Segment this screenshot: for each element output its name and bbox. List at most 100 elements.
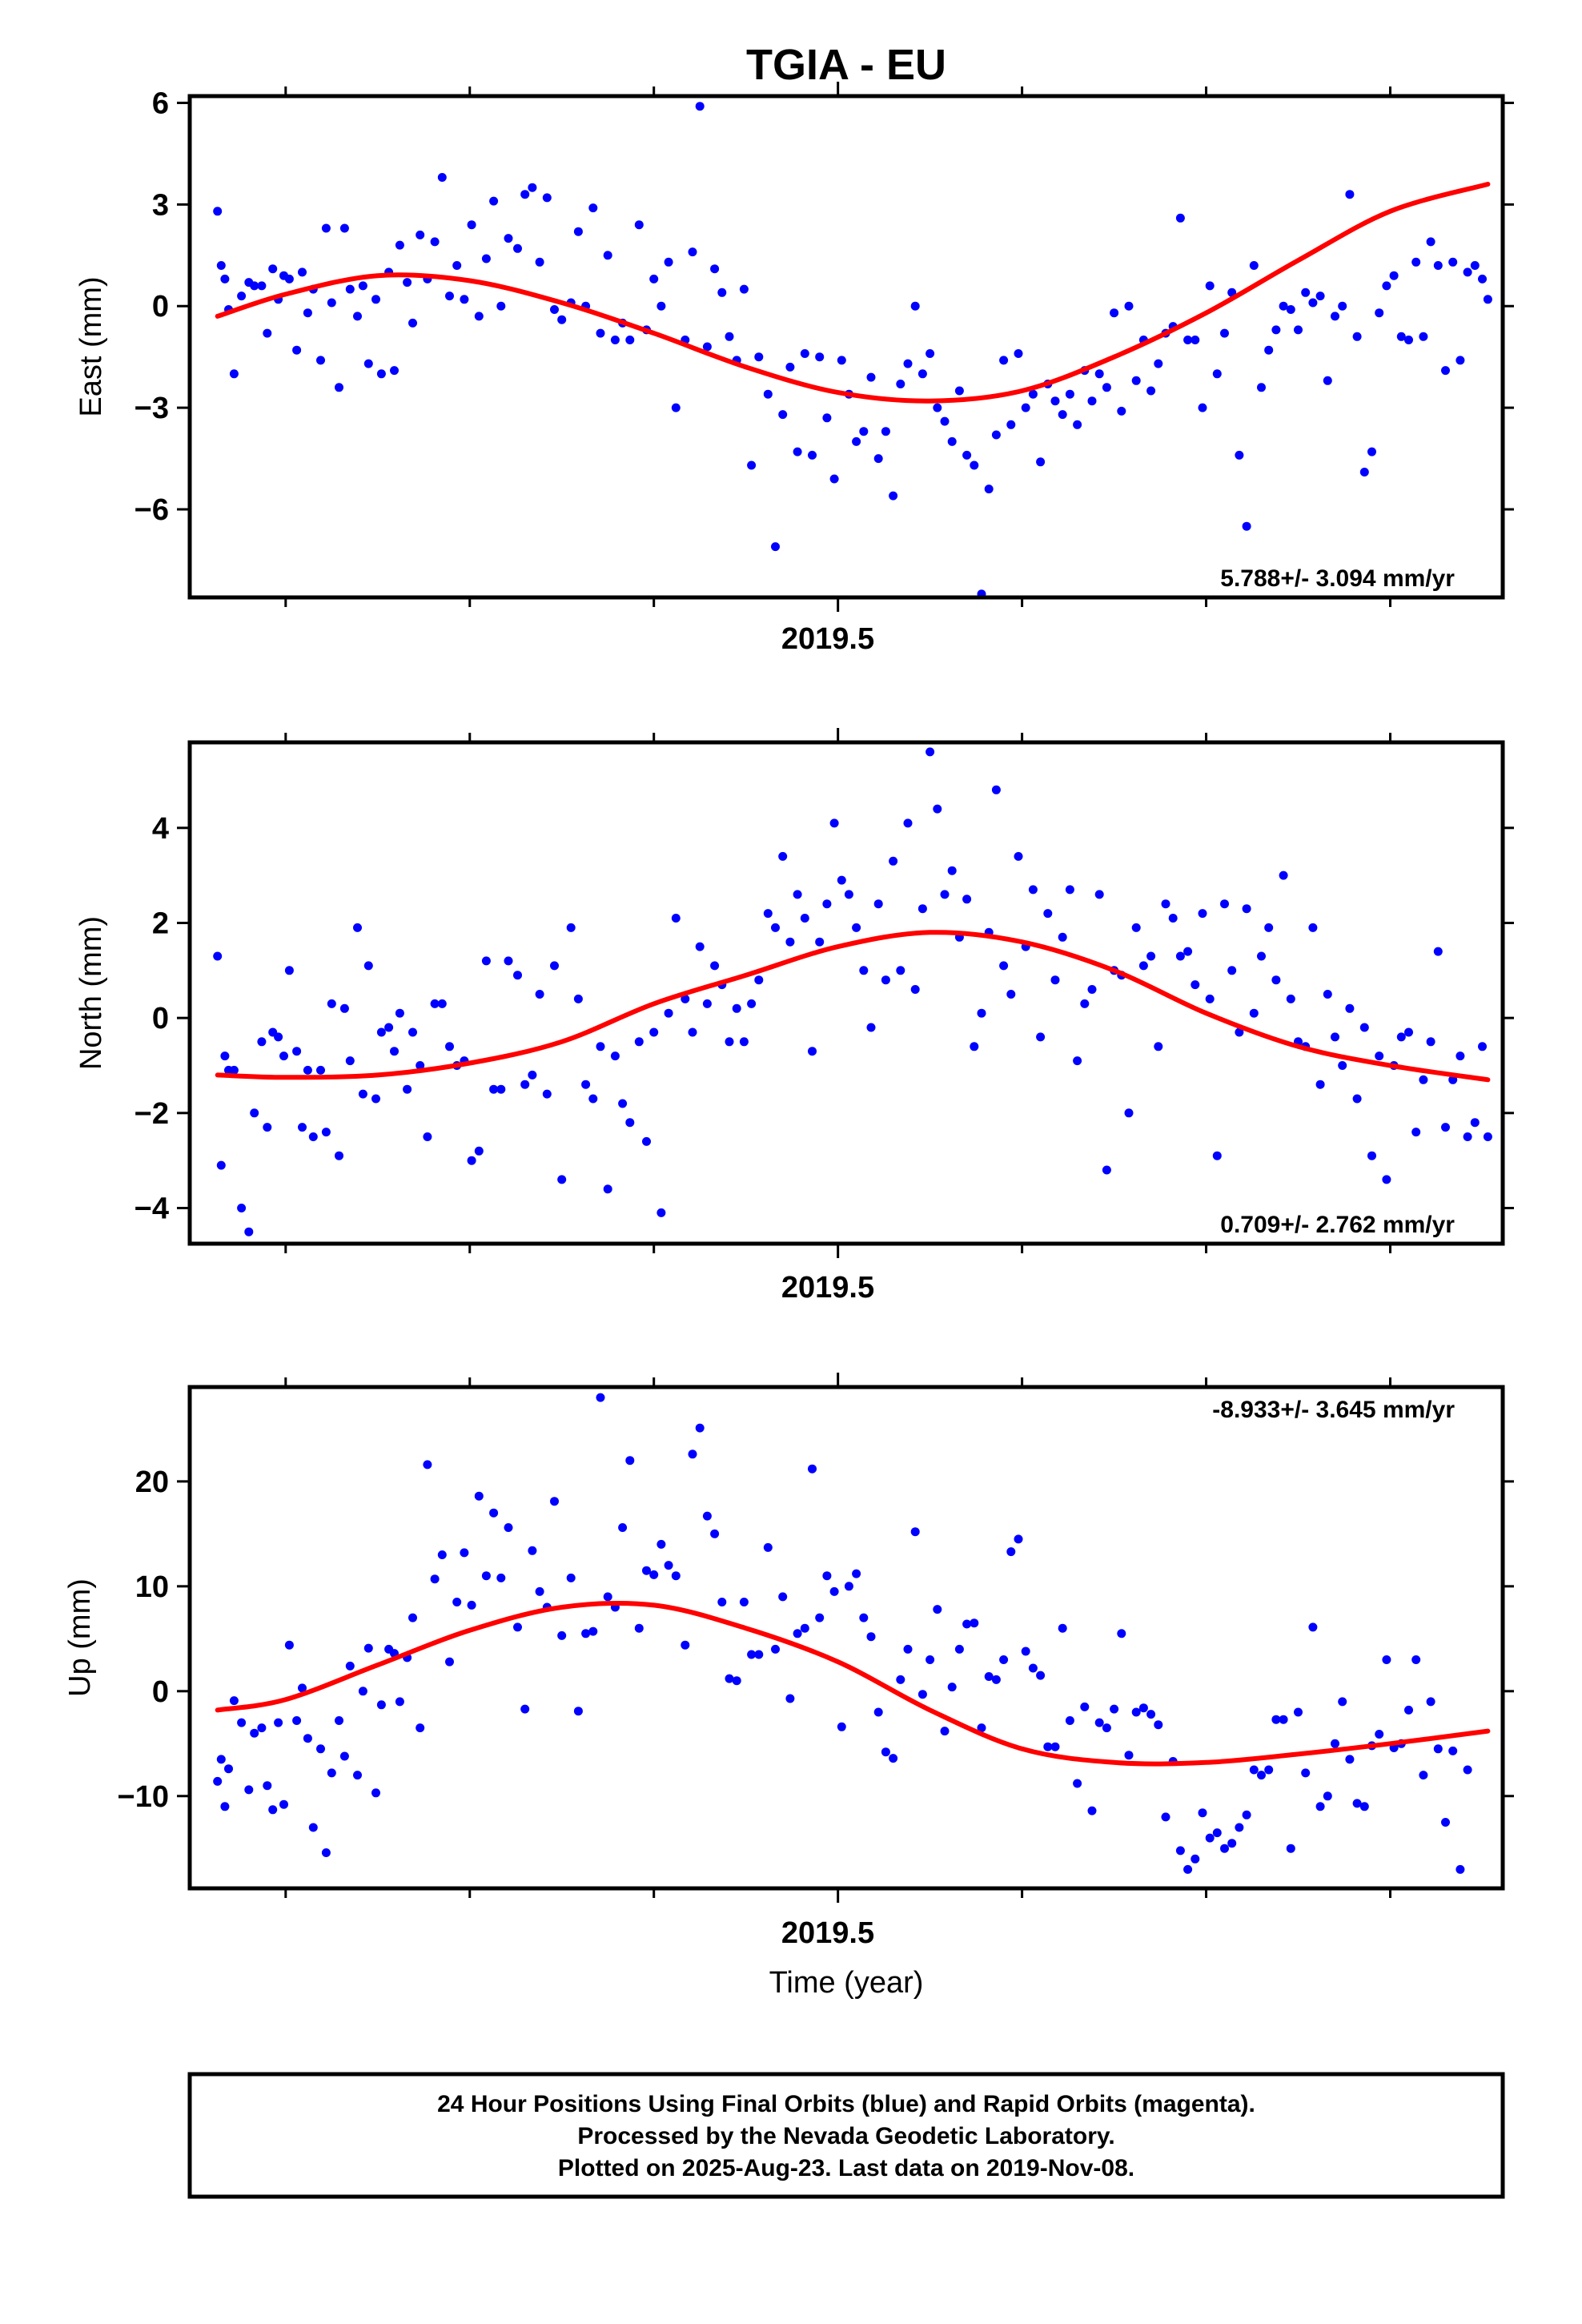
north-data-point xyxy=(625,1118,635,1128)
up-data-point xyxy=(274,1718,283,1727)
east-data-point xyxy=(263,328,272,338)
north-data-point xyxy=(513,971,522,980)
east-data-point xyxy=(542,193,552,203)
north-data-point xyxy=(263,1123,272,1132)
north-axes: 4 2 0 −2 −4 xyxy=(135,728,1514,1258)
east-data-point xyxy=(999,356,1009,365)
up-data-point xyxy=(771,1644,780,1654)
north-data-point xyxy=(618,1099,628,1108)
footer-line-2: Processed by the Nevada Geodetic Laborat… xyxy=(577,2123,1114,2149)
up-data-point xyxy=(634,1623,644,1633)
north-model-curve xyxy=(215,930,1491,1083)
up-data-point xyxy=(1212,1828,1222,1838)
north-data-point xyxy=(437,999,447,1008)
up-data-point xyxy=(1271,1715,1281,1724)
up-data-point xyxy=(244,1785,254,1795)
up-data-point xyxy=(889,1754,898,1763)
east-data-point xyxy=(345,284,355,294)
north-data-point xyxy=(1154,1042,1163,1051)
footer-line-1: 24 Hour Positions Using Final Orbits (bl… xyxy=(437,2091,1255,2117)
east-data-point xyxy=(229,369,239,379)
east-data-point xyxy=(1036,457,1046,467)
east-data-point xyxy=(573,227,583,236)
east-frame xyxy=(187,94,1505,600)
east-data-point xyxy=(970,460,979,470)
north-data-point xyxy=(977,1008,986,1018)
north-data-point xyxy=(1058,932,1067,942)
east-data-point xyxy=(702,342,712,352)
up-data-point xyxy=(335,1716,343,1725)
up-data-point xyxy=(430,1574,440,1584)
north-data-point xyxy=(1345,1003,1355,1013)
north-data-point xyxy=(688,1027,697,1037)
north-ytick-label: −4 xyxy=(135,1192,169,1225)
east-data-point xyxy=(321,223,331,233)
up-data-point xyxy=(1117,1629,1126,1638)
north-data-point xyxy=(873,899,883,909)
up-data-point xyxy=(1102,1723,1111,1733)
east-data-point xyxy=(437,173,447,182)
north-data-point xyxy=(274,1032,283,1042)
north-data-point xyxy=(747,999,757,1008)
north-ytick-label: 4 xyxy=(152,812,169,846)
north-data-point xyxy=(345,1056,355,1066)
north-data-point xyxy=(1168,914,1178,923)
north-panel: 4 2 0 −2 −4 North (mm) 2019.5 0.709+/- 2.762… xyxy=(74,728,1514,1305)
north-data-point xyxy=(588,1094,598,1104)
up-data-point xyxy=(1021,1647,1030,1656)
up-data-point xyxy=(339,1751,349,1761)
east-data-point xyxy=(298,267,307,277)
east-data-point xyxy=(237,292,247,301)
north-data-point xyxy=(371,1094,380,1104)
up-data-point xyxy=(437,1550,447,1559)
up-data-point xyxy=(618,1523,628,1532)
east-data-point xyxy=(1154,359,1163,368)
east-data-point xyxy=(717,287,727,297)
up-data-point xyxy=(1073,1779,1082,1788)
north-ylabel: North (mm) xyxy=(74,916,108,1070)
up-data-point xyxy=(625,1456,635,1466)
north-data-point xyxy=(947,866,957,875)
up-data-point xyxy=(292,1716,302,1725)
east-data-point xyxy=(725,332,734,341)
up-data-point xyxy=(1154,1720,1163,1730)
east-data-point xyxy=(1205,281,1215,291)
footer-box: 24 Hour Positions Using Final Orbits (bl… xyxy=(187,2072,1505,2199)
east-data-point xyxy=(504,234,513,243)
up-data-point xyxy=(1249,1765,1259,1775)
north-data-point xyxy=(384,1023,394,1032)
east-data-point xyxy=(1478,274,1487,283)
up-data-point xyxy=(1257,1771,1266,1780)
east-data-point xyxy=(452,261,462,270)
north-data-point xyxy=(999,961,1009,971)
up-data-point xyxy=(1043,1742,1053,1751)
up-data-point xyxy=(358,1687,367,1696)
up-data-point xyxy=(345,1661,355,1671)
north-data-point xyxy=(785,937,795,947)
up-data-point xyxy=(1080,1702,1090,1711)
east-data-point xyxy=(1367,447,1376,456)
north-xtick-label: 2019.5 xyxy=(781,1271,874,1305)
east-data-point xyxy=(881,427,890,436)
east-data-point xyxy=(588,203,598,213)
east-data-point xyxy=(316,356,325,365)
up-data-point xyxy=(754,1650,764,1659)
north-data-point xyxy=(339,1003,349,1013)
north-data-point xyxy=(1286,994,1295,1003)
up-data-point xyxy=(1235,1823,1244,1832)
up-data-point xyxy=(284,1640,294,1650)
up-data-point xyxy=(321,1848,331,1857)
up-data-point xyxy=(229,1696,239,1706)
north-data-point xyxy=(1367,1151,1376,1160)
up-data-point xyxy=(327,1768,336,1778)
east-data-point xyxy=(489,196,499,206)
east-data-point xyxy=(695,102,705,111)
north-data-point xyxy=(808,1047,817,1056)
north-data-point xyxy=(991,785,1001,794)
north-data-point xyxy=(423,1132,432,1141)
up-data-point xyxy=(1050,1742,1060,1751)
east-data-point xyxy=(395,240,404,250)
north-data-point xyxy=(327,999,336,1008)
east-data-point xyxy=(1470,261,1480,270)
east-data-point xyxy=(873,454,883,464)
